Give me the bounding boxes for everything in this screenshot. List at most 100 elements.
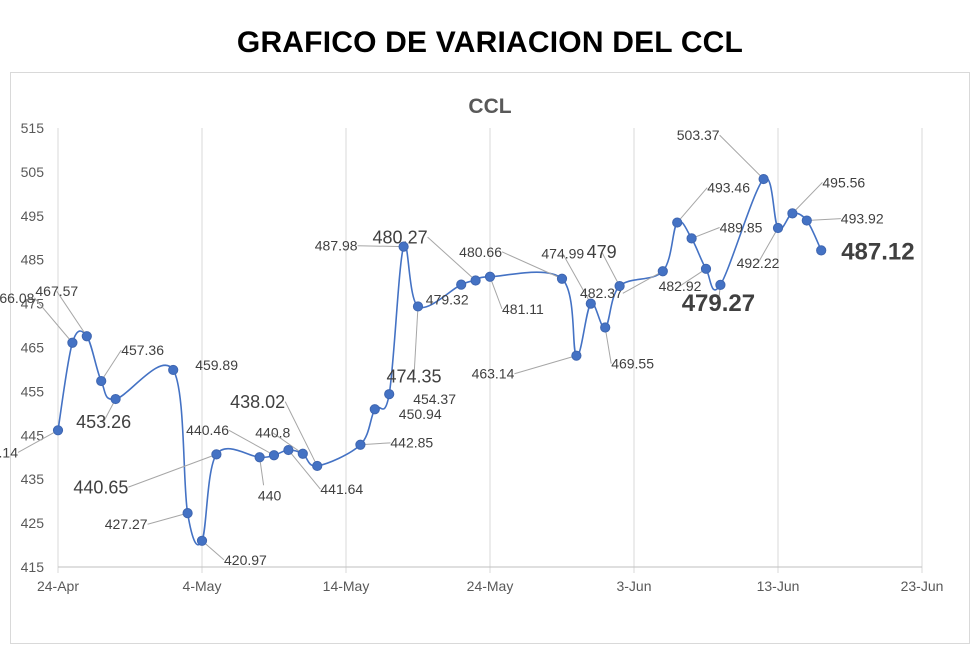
- data-label-leader: [679, 268, 707, 287]
- data-label: 446.14: [0, 444, 18, 460]
- data-point[interactable]: [110, 393, 121, 405]
- data-point[interactable]: [384, 389, 395, 400]
- x-tick-label: 24-Apr: [37, 578, 79, 594]
- data-point[interactable]: [470, 275, 481, 286]
- data-label: 459.89: [195, 357, 238, 373]
- data-label: 440.8: [255, 425, 290, 441]
- data-label: 466.08: [0, 290, 35, 306]
- data-label: 467.57: [35, 283, 78, 299]
- data-label: 463.14: [472, 366, 515, 382]
- data-point[interactable]: [614, 280, 625, 292]
- data-label-leader: [427, 236, 476, 281]
- data-label: 474.99: [541, 246, 584, 262]
- data-label: 487.12: [841, 238, 914, 265]
- data-label: 479.32: [426, 292, 469, 308]
- data-point[interactable]: [686, 233, 697, 244]
- y-tick-label: 475: [21, 296, 45, 312]
- data-label-leader: [17, 429, 59, 453]
- data-label: 479.27: [682, 290, 755, 317]
- data-label: 440.46: [186, 422, 229, 438]
- data-label: 487.98: [315, 238, 358, 254]
- data-point[interactable]: [700, 263, 712, 274]
- y-tick-label: 415: [21, 559, 45, 575]
- data-label-leader: [56, 291, 88, 337]
- x-tick-label: 14-May: [323, 578, 370, 594]
- x-tick-label: 23-Jun: [901, 578, 944, 594]
- data-label-leader: [34, 297, 73, 344]
- chart-title: CCL: [468, 95, 511, 118]
- data-point[interactable]: [816, 245, 827, 256]
- data-point[interactable]: [801, 215, 812, 226]
- data-label: 492.22: [737, 255, 780, 271]
- data-label-leader: [604, 327, 612, 364]
- x-tick-label: 24-May: [467, 578, 514, 594]
- data-point[interactable]: [297, 448, 308, 459]
- data-label-leader: [601, 251, 621, 287]
- x-tick-label: 13-Jun: [757, 578, 800, 594]
- data-label-leader: [806, 218, 841, 222]
- data-point[interactable]: [52, 425, 64, 436]
- data-label: 454.37: [413, 391, 456, 407]
- data-point[interactable]: [283, 444, 294, 456]
- data-point[interactable]: [758, 173, 769, 185]
- data-label: 493.92: [841, 211, 884, 227]
- data-point[interactable]: [196, 535, 208, 546]
- data-point[interactable]: [657, 266, 668, 277]
- data-point[interactable]: [600, 322, 611, 333]
- data-label-leader: [272, 432, 304, 455]
- data-point[interactable]: [168, 364, 179, 376]
- data-point[interactable]: [369, 404, 380, 415]
- data-point[interactable]: [412, 301, 424, 312]
- data-point[interactable]: [81, 331, 92, 342]
- data-label-leader: [288, 449, 321, 490]
- data-point[interactable]: [672, 217, 683, 228]
- data-label: 503.37: [677, 127, 720, 143]
- page-title: GRAFICO DE VARIACION DEL CCL: [236, 26, 744, 59]
- data-label-leader: [622, 270, 664, 294]
- data-point[interactable]: [268, 450, 280, 461]
- data-label-leader: [562, 253, 592, 304]
- data-label-leader: [489, 276, 503, 310]
- data-point[interactable]: [787, 208, 798, 219]
- data-label: 479: [587, 242, 617, 262]
- data-label: 420.97: [224, 552, 267, 568]
- data-point[interactable]: [585, 298, 596, 309]
- data-label: 480.27: [373, 227, 428, 247]
- data-label: 442.85: [390, 435, 433, 451]
- data-point[interactable]: [355, 439, 366, 450]
- data-label: 489.85: [720, 219, 763, 235]
- y-tick-label: 515: [21, 120, 45, 136]
- data-label-leader: [676, 187, 708, 223]
- data-point[interactable]: [182, 508, 193, 519]
- data-label: 457.36: [121, 342, 164, 358]
- data-point[interactable]: [484, 271, 496, 282]
- data-point[interactable]: [715, 279, 726, 290]
- data-point[interactable]: [556, 273, 568, 284]
- data-label: 482.92: [659, 278, 702, 294]
- data-label-leader: [501, 251, 563, 280]
- data-point[interactable]: [67, 337, 78, 348]
- data-label: 495.56: [822, 174, 865, 190]
- data-point[interactable]: [312, 460, 323, 472]
- data-label-leader: [357, 245, 404, 248]
- data-point[interactable]: [571, 350, 582, 361]
- data-label-leader: [100, 349, 122, 382]
- data-label: 453.26: [76, 412, 131, 432]
- y-tick-label: 445: [21, 427, 45, 443]
- data-point[interactable]: [772, 222, 784, 234]
- data-point[interactable]: [254, 452, 265, 463]
- y-tick-label: 455: [21, 383, 45, 399]
- data-label: 440: [258, 487, 282, 503]
- data-point[interactable]: [398, 241, 409, 252]
- data-label-leader: [147, 512, 188, 525]
- data-label-leader: [228, 429, 275, 456]
- data-point[interactable]: [456, 279, 467, 290]
- data-label: 474.35: [386, 366, 441, 386]
- data-label-leader: [792, 182, 823, 214]
- data-label-leader: [719, 134, 764, 180]
- data-point[interactable]: [211, 449, 222, 460]
- data-label: 481.11: [502, 301, 544, 317]
- data-point[interactable]: [96, 375, 107, 387]
- data-label: 427.27: [105, 516, 148, 532]
- data-label: 438.02: [230, 392, 285, 412]
